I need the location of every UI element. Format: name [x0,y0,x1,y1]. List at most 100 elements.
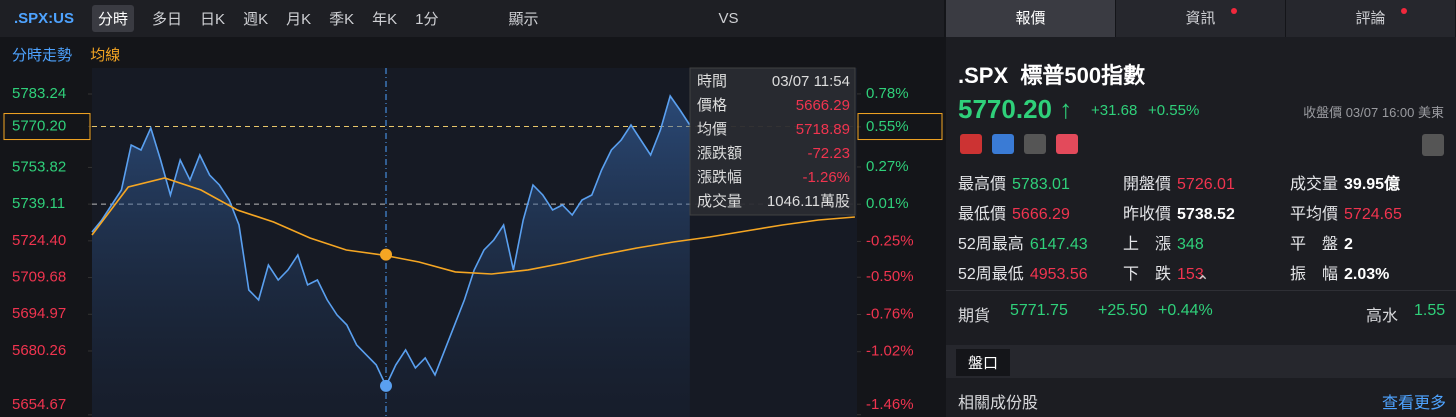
tooltip-label: 價格 [697,97,727,114]
stat: 振 幅 2.03% [1290,260,1448,284]
close-note: 收盤價 03/07 16:00 美東 [1303,105,1444,120]
price-area [92,96,690,417]
current-box [3,113,91,141]
symbol: .SPX [958,63,1009,88]
futures-price: 5771.75 [1010,302,1068,319]
index-name: 標普500指數 [1020,63,1146,88]
y-tick-label: 5654.67 [12,396,66,413]
y2-tick-label: 0.55% [866,118,909,135]
premium-label: 高水 [1366,308,1399,325]
tabs: 報價 資訊 評論 [946,0,1456,37]
stat-text: 5783.01 [1012,176,1070,193]
stat: 平均價 5724.65 [1290,200,1448,224]
stat: 52周最高 6147.43 [958,230,1123,254]
stat-text: 5738.52 [1177,206,1235,223]
tab[interactable]: 年K [372,11,398,28]
y2-tick-label: -1.46% [866,396,914,413]
stat: 52周最低 4953.56 [958,260,1123,284]
price: 5770.20 ↑ [958,94,1073,124]
y2-tick-label: 0.78% [866,85,909,102]
tooltip-bg [689,67,856,216]
expand[interactable]: ⌃ [1196,274,1210,291]
icons [960,134,1078,154]
tab[interactable]: 週K [243,11,269,28]
stat-text: 348 [1177,236,1204,253]
stat: 平 盤 2 [1290,230,1448,254]
stat-text: 6147.43 [1029,236,1088,253]
y-tick-label: 5724.40 [12,232,66,249]
y-tick-label: 5770.20 [12,118,66,135]
y-tick-label: 5783.24 [12,85,66,102]
tab[interactable]: 評論 [1286,0,1456,37]
stat: 昨收價 5738.52 [1123,200,1290,224]
y2-tick-label: -1.02% [866,343,914,360]
tooltip-value: 1046.11萬股 [767,193,850,210]
tab-label: 資訊 [1185,10,1216,27]
y2-tick-label: -0.25% [866,232,914,249]
stat-text: 5724.65 [1344,206,1402,223]
stat: 上 漲 348 [1123,230,1290,254]
stat-text: 4953.56 [1029,266,1088,283]
change: +31.68 [1091,102,1138,119]
y2-tick-label: -0.50% [866,268,914,285]
y-tick-label: 5739.11 [12,195,65,212]
y2-tick-label: 0.27% [866,158,909,175]
tab[interactable]: 月K [286,11,312,28]
premium: 1.55 [1414,302,1446,319]
stat: 最高價 5783.01 [958,170,1123,194]
y-tick-label: 5709.68 [12,269,66,286]
stat-text: 平 盤 [1290,236,1339,253]
tooltip-label: 均價 [697,121,727,138]
tooltip-value: 03/07 11:54 [772,73,850,90]
stat-text: 5726.01 [1177,176,1235,193]
toolbar: .SPX:US 分時 多日 日K 週K 月K 季K 年K 1分 顯示 VS [0,0,944,37]
symbol[interactable]: .SPX:US [14,10,75,27]
current-box [857,113,943,141]
futures-pct: +0.44% [1158,302,1213,319]
futures-label: 期貨 [958,308,991,325]
tooltip-value: -1.26% [802,169,850,186]
header: .SPX 標普500指數 [958,58,1145,90]
tooltip-value: -72.23 [807,145,850,162]
legend: 分時走勢 均線 [12,44,134,65]
tab[interactable]: 資訊 [1116,0,1286,37]
change-pct: +0.55% [1148,102,1200,119]
stat: 開盤價 5726.01 [1123,170,1290,194]
stat-text: 振 幅 [1290,266,1339,283]
legend-entry: 分時走勢 [12,47,73,64]
tooltip-label: 成交量 [697,192,742,210]
average-line [91,177,855,275]
y-tick-label: 5694.97 [12,305,66,322]
tooltip-value: 5718.89 [796,121,850,138]
stats: 最高價 5783.01 開盤價 5726.01 成交量 39.95億 最低價 5666.29 昨… [958,170,1448,284]
futures-change: +25.50 [1098,302,1148,319]
stat-text: 上 漲 [1123,236,1172,253]
avg-dot [380,248,392,261]
price-line [91,94,691,388]
depth-tab[interactable]: 盤口 [956,349,1011,376]
tab[interactable]: 1分 [415,11,439,28]
stat-text: 成交量 [1290,176,1339,193]
vs[interactable]: VS [718,10,739,27]
stat-text: 最高價 [958,176,1007,193]
legend-entry: 均線 [90,47,121,64]
y2-tick-label: 0.01% [866,195,909,212]
tab[interactable]: 季K [329,11,355,28]
tab[interactable]: 多日 [152,11,183,28]
tooltip-label: 漲跌額 [697,145,742,162]
more-link[interactable]: 查看更多 [1381,395,1446,412]
tab[interactable]: 分時 [92,5,135,32]
stat-text: 52周最高 [958,236,1024,253]
stat-text: 52周最低 [958,266,1024,283]
quote-panel: 報價 資訊 評論 .SPX 標普500指數 5770.20 ↑ +31.68 +… [946,0,1456,417]
related: 相關成份股 [958,395,1039,412]
stat-text: 39.95億 [1344,176,1401,193]
stat-text: 153 [1177,266,1204,283]
tab[interactable]: 日K [200,11,226,28]
tab[interactable]: 報價 [946,0,1116,37]
y-tick-label: 5680.26 [12,342,66,359]
tooltip-label: 時間 [697,73,727,90]
stat-text: 5666.29 [1012,206,1070,223]
display[interactable]: 顯示 [508,11,539,28]
